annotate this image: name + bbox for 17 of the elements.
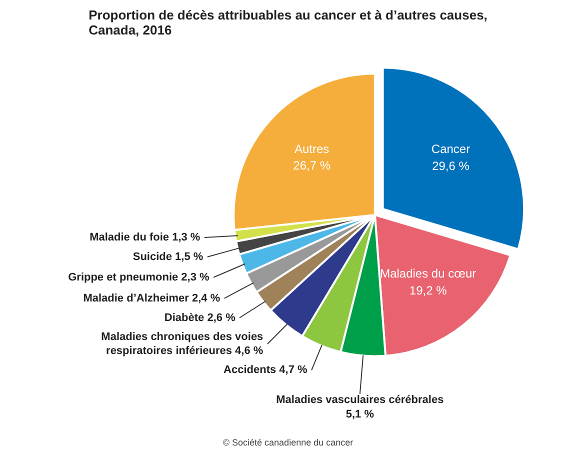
slice-label: Maladie du foie 1,3 % <box>90 231 200 244</box>
text: © Société canadienne du cancer <box>222 438 354 448</box>
slice-label: Accidents 4,7 % <box>224 364 308 376</box>
data-label: 29,6 % <box>432 158 470 173</box>
data-label: 5,1 % <box>346 408 374 420</box>
data-label: 26,7 % <box>293 158 331 173</box>
slice-label: Grippe et pneumonie 2,3 % <box>68 271 210 284</box>
slice-label: Maladie d’Alzheimer 2,4 % <box>83 292 220 304</box>
slice-label: Autres <box>294 142 330 156</box>
slice-label: Maladies chroniques des voies respiratoires inférieures 4,6 % <box>101 330 264 358</box>
slice-label: Diabète 2,6 % <box>164 312 236 324</box>
slice-label: Maladies vasculaires cérébrales <box>276 394 444 406</box>
slice-label: Cancer <box>431 142 470 156</box>
slice-label: Maladies du cœur <box>380 266 476 281</box>
data-label: 19,2 % <box>409 283 448 298</box>
slice-label: Suicide 1,5 % <box>132 250 204 263</box>
chart-title: Proportion de décès attribuables au cancer et à d’autres causes, Canada, 2016 <box>88 8 488 38</box>
